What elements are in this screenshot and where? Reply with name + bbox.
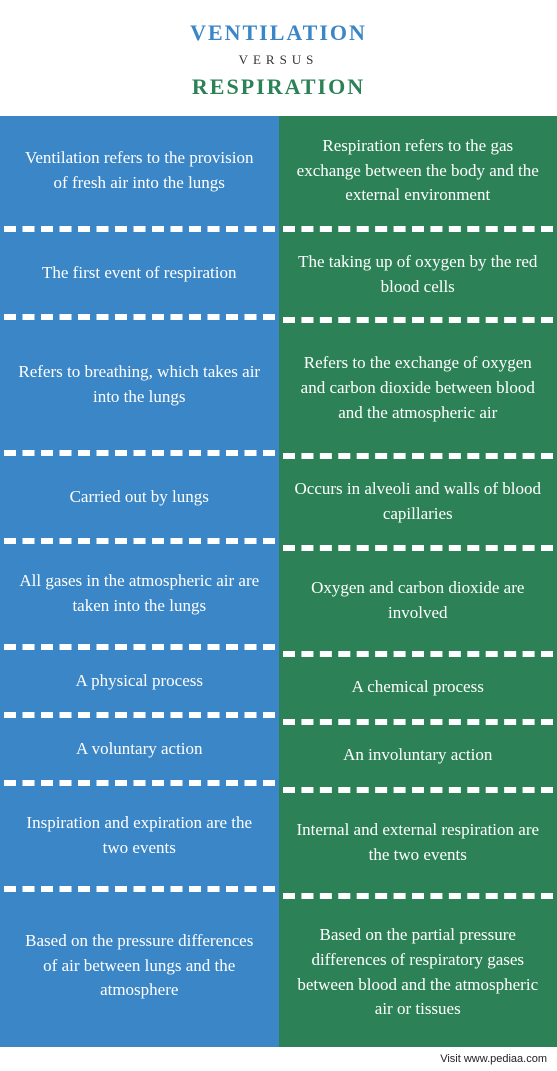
title-right: RESPIRATION <box>0 74 557 100</box>
cell-left-2: Refers to breathing, which takes air int… <box>0 320 279 450</box>
cell-right-0: Respiration refers to the gas exchange b… <box>279 116 557 226</box>
cell-right-3: Occurs in alveoli and walls of blood cap… <box>279 459 557 544</box>
column-ventilation: Ventilation refers to the provision of f… <box>0 116 279 1047</box>
title-left: VENTILATION <box>0 20 557 46</box>
cell-right-7: Internal and external respiration are th… <box>279 793 557 893</box>
cell-right-1: The taking up of oxygen by the red blood… <box>279 232 557 317</box>
cell-left-8: Based on the pressure differences of air… <box>0 892 279 1040</box>
header: VENTILATION VERSUS RESPIRATION <box>0 0 557 116</box>
cell-left-7: Inspiration and expiration are the two e… <box>0 786 279 886</box>
cell-right-6: An involuntary action <box>279 725 557 787</box>
column-respiration: Respiration refers to the gas exchange b… <box>279 116 557 1047</box>
cell-left-1: The first event of respiration <box>0 232 279 314</box>
footer-credit: Visit www.pediaa.com <box>0 1047 557 1071</box>
comparison-columns: Ventilation refers to the provision of f… <box>0 116 557 1047</box>
cell-left-5: A physical process <box>0 650 279 712</box>
cell-left-3: Carried out by lungs <box>0 456 279 538</box>
cell-left-0: Ventilation refers to the provision of f… <box>0 116 279 226</box>
cell-right-2: Refers to the exchange of oxygen and car… <box>279 323 557 453</box>
versus-label: VERSUS <box>0 52 557 68</box>
cell-right-5: A chemical process <box>279 657 557 719</box>
cell-left-4: All gases in the atmospheric air are tak… <box>0 544 279 644</box>
cell-right-4: Oxygen and carbon dioxide are involved <box>279 551 557 651</box>
cell-right-8: Based on the partial pressure difference… <box>279 899 557 1047</box>
cell-left-6: A voluntary action <box>0 718 279 780</box>
